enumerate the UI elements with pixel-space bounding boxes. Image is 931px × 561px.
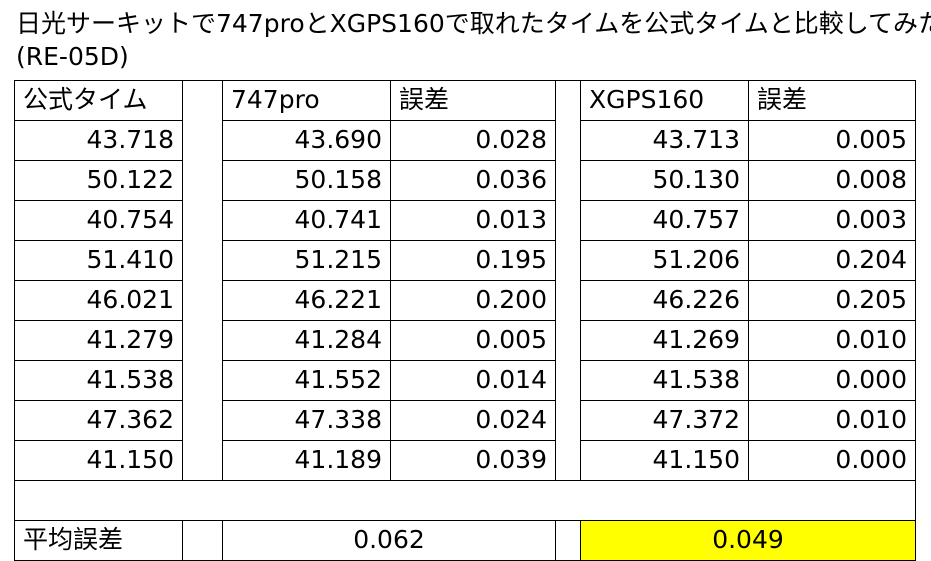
data-cell: 41.279 <box>14 320 183 361</box>
data-cell: 0.013 <box>390 200 556 241</box>
data-cell: 0.014 <box>390 360 556 401</box>
data-cell: 0.200 <box>390 280 556 321</box>
header-cell: 747pro <box>222 80 391 121</box>
data-cell: 0.005 <box>748 120 916 161</box>
data-cell: 41.150 <box>14 440 183 481</box>
data-cell: 0.039 <box>390 440 556 481</box>
data-cell: 0.008 <box>748 160 916 201</box>
summary-label: 平均誤差 <box>14 520 183 561</box>
data-cell: 47.372 <box>580 400 749 441</box>
data-cell: 47.362 <box>14 400 183 441</box>
data-cell: 41.150 <box>580 440 749 481</box>
data-cell: 40.757 <box>580 200 749 241</box>
header-cell: XGPS160 <box>580 80 749 121</box>
data-cell: 50.130 <box>580 160 749 201</box>
data-cell: 41.552 <box>222 360 391 401</box>
data-cell: 50.158 <box>222 160 391 201</box>
data-cell: 43.718 <box>14 120 183 161</box>
data-cell: 0.000 <box>748 440 916 481</box>
data-cell: 51.215 <box>222 240 391 281</box>
header-cell: 誤差 <box>390 80 556 121</box>
data-cell: 41.189 <box>222 440 391 481</box>
data-cell: 41.538 <box>580 360 749 401</box>
data-cell: 46.226 <box>580 280 749 321</box>
data-cell: 47.338 <box>222 400 391 441</box>
data-cell: 0.010 <box>748 320 916 361</box>
data-cell: 51.206 <box>580 240 749 281</box>
data-cell: 41.269 <box>580 320 749 361</box>
data-cell: 43.690 <box>222 120 391 161</box>
data-cell: 0.000 <box>748 360 916 401</box>
data-cell: 0.036 <box>390 160 556 201</box>
data-cell: 46.021 <box>14 280 183 321</box>
data-cell: 0.205 <box>748 280 916 321</box>
gap-cell <box>555 520 581 561</box>
data-cell: 40.741 <box>222 200 391 241</box>
gap-column <box>182 80 223 481</box>
gap-cell <box>182 520 223 561</box>
data-cell: 0.005 <box>390 320 556 361</box>
header-cell: 公式タイム <box>14 80 183 121</box>
data-cell: 0.204 <box>748 240 916 281</box>
data-cell: 41.538 <box>14 360 183 401</box>
header-cell: 誤差 <box>748 80 916 121</box>
data-cell: 41.284 <box>222 320 391 361</box>
data-cell: 0.024 <box>390 400 556 441</box>
data-cell: 50.122 <box>14 160 183 201</box>
data-cell: 43.713 <box>580 120 749 161</box>
summary-value: 0.049 <box>580 520 916 561</box>
data-cell: 0.003 <box>748 200 916 241</box>
data-cell: 46.221 <box>222 280 391 321</box>
empty-row <box>14 480 916 521</box>
title-line: 日光サーキットで747proとXGPS160で取れたタイムを公式タイムと比較して… <box>16 9 931 38</box>
title-line: (RE-05D) <box>16 42 129 71</box>
data-cell: 40.754 <box>14 200 183 241</box>
data-cell: 0.195 <box>390 240 556 281</box>
summary-value: 0.062 <box>222 520 556 561</box>
gap-column <box>555 80 581 481</box>
data-cell: 51.410 <box>14 240 183 281</box>
data-cell: 0.028 <box>390 120 556 161</box>
data-cell: 0.010 <box>748 400 916 441</box>
